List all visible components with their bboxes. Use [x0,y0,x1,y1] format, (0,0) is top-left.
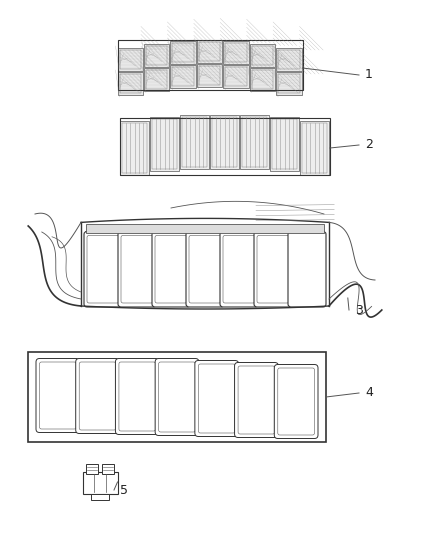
Bar [86,464,99,474]
Bar [250,44,275,67]
Bar [144,68,170,91]
Bar [278,74,300,93]
FancyBboxPatch shape [198,364,235,433]
Bar [199,42,220,61]
FancyBboxPatch shape [121,236,153,303]
Bar [225,43,247,62]
FancyBboxPatch shape [189,236,221,303]
FancyBboxPatch shape [235,362,278,438]
FancyBboxPatch shape [186,231,224,307]
Bar [302,123,327,173]
FancyBboxPatch shape [39,362,76,429]
FancyBboxPatch shape [119,362,155,431]
Bar [120,120,149,174]
Text: 4: 4 [365,386,373,400]
Bar [276,72,301,95]
FancyBboxPatch shape [238,366,275,434]
Bar [117,72,143,95]
Bar [28,352,326,442]
Bar [146,45,167,64]
Bar [300,120,329,174]
Bar [197,40,222,63]
FancyBboxPatch shape [159,362,195,432]
Bar [272,119,297,169]
Bar [210,115,239,168]
Bar [250,68,275,91]
FancyBboxPatch shape [116,359,159,434]
Bar [86,224,324,233]
Bar [212,117,237,166]
FancyBboxPatch shape [76,359,120,433]
Bar [242,117,267,167]
FancyBboxPatch shape [257,236,289,303]
Bar [252,45,273,64]
FancyBboxPatch shape [84,231,122,307]
Bar [182,117,207,167]
FancyBboxPatch shape [155,359,199,435]
Bar [197,64,222,87]
Bar [276,48,301,71]
FancyBboxPatch shape [278,368,314,435]
FancyBboxPatch shape [223,236,255,303]
Text: 2: 2 [365,139,373,151]
FancyBboxPatch shape [220,231,258,307]
Bar [146,69,167,88]
Bar [122,123,147,173]
Bar [240,115,269,169]
Bar [225,67,247,86]
Bar [173,43,194,62]
Bar [199,66,220,85]
FancyBboxPatch shape [195,360,239,437]
FancyBboxPatch shape [288,231,326,307]
Bar [170,41,196,64]
Bar [117,48,143,71]
Bar [223,65,249,88]
Bar [82,472,117,494]
FancyBboxPatch shape [87,236,119,303]
Bar [150,117,179,171]
Bar [170,65,196,88]
Bar [120,117,330,174]
Text: 3: 3 [355,303,363,317]
FancyBboxPatch shape [79,362,116,430]
Bar [120,50,141,69]
Bar [91,494,109,499]
FancyBboxPatch shape [274,365,318,439]
FancyBboxPatch shape [254,231,292,307]
FancyBboxPatch shape [36,359,80,432]
FancyBboxPatch shape [118,231,156,307]
Bar [120,74,141,93]
Bar [270,117,299,171]
Bar [102,464,114,474]
Bar [278,50,300,69]
Bar [173,67,194,86]
Text: 1: 1 [365,69,373,82]
FancyBboxPatch shape [152,231,190,307]
Bar [180,115,209,169]
FancyBboxPatch shape [155,236,187,303]
Text: 5: 5 [120,483,128,497]
Bar [223,41,249,64]
Bar [252,69,273,88]
Bar [152,119,177,169]
Bar [144,44,170,67]
Bar [117,40,303,90]
